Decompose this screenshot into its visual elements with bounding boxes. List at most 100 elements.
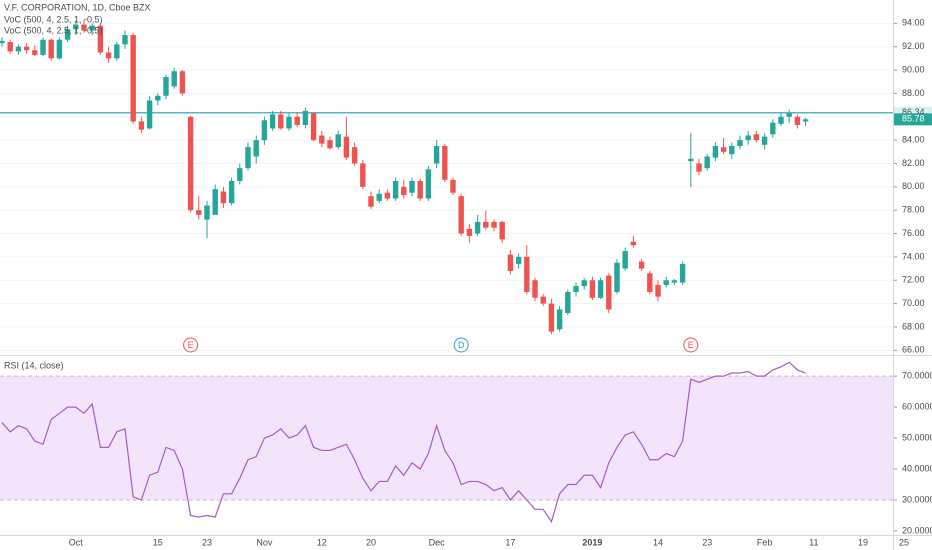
y-tick-label: 40.0000 <box>902 463 932 473</box>
candle-body <box>401 186 407 196</box>
candle-body <box>417 181 423 199</box>
chart-title: V.F. CORPORATION, 1D, Cboe BZX <box>4 2 151 12</box>
candle-body <box>56 39 63 59</box>
candle-body <box>15 46 22 52</box>
candle-body <box>688 158 694 162</box>
candle-body <box>228 181 235 204</box>
candle-body <box>220 191 227 204</box>
candle-body <box>663 280 669 285</box>
candle-body <box>105 52 112 59</box>
candle-body <box>138 121 145 130</box>
rsi-band <box>0 376 893 501</box>
candle-body <box>524 256 530 292</box>
candle-body <box>630 241 637 246</box>
candle-body <box>81 24 87 31</box>
candle-body <box>712 145 719 158</box>
price-tag-label: 85.78 <box>902 114 925 124</box>
candle-body <box>647 273 653 292</box>
price-tag-label: 86.34 <box>902 107 925 117</box>
y-tick-label: 60.0000 <box>902 401 932 411</box>
candle-body <box>245 147 251 169</box>
candle-body <box>638 261 645 269</box>
event-label: D <box>458 340 465 350</box>
candle-body <box>360 163 366 187</box>
candle-body <box>171 71 177 87</box>
candle-body <box>319 135 325 144</box>
candle-body <box>294 116 300 125</box>
candle-body <box>589 280 596 298</box>
candle-body <box>23 46 30 51</box>
candle-body <box>433 145 440 164</box>
event-marker <box>183 337 199 353</box>
candle-body <box>540 296 546 304</box>
candle-body <box>7 42 13 52</box>
candle-body <box>155 95 161 101</box>
x-tick-label: 17 <box>505 537 515 547</box>
candle-body <box>606 275 612 310</box>
candle-body <box>474 221 481 234</box>
candle-body <box>532 280 538 298</box>
candle-body <box>622 251 628 269</box>
candle-body <box>310 113 317 141</box>
candle-body <box>97 25 104 53</box>
candle-body <box>48 39 54 59</box>
y-tick-label: 82.00 <box>902 158 925 168</box>
event-marker <box>683 337 699 353</box>
y-tick-label: 66.00 <box>902 345 925 355</box>
candle-body <box>556 309 563 330</box>
candle-body <box>483 221 489 228</box>
candle-body <box>499 221 505 240</box>
x-tick-label: 14 <box>653 537 663 547</box>
candle-body <box>515 256 522 264</box>
candle-body <box>89 25 95 31</box>
candle-body <box>32 50 38 55</box>
candle-body <box>384 192 391 199</box>
candle-body <box>40 39 46 55</box>
candle-body <box>548 303 555 332</box>
candle-body <box>73 24 79 30</box>
candle-body <box>302 110 309 125</box>
candle-body <box>409 181 415 193</box>
candle-body <box>581 280 587 287</box>
rsi-title: RSI (14, close) <box>4 360 64 370</box>
x-tick-label: 2019 <box>582 537 602 547</box>
candle-body <box>253 140 259 157</box>
candle-body <box>335 134 341 148</box>
y-tick-label: 50.0000 <box>902 432 932 442</box>
x-tick-label: Oct <box>69 537 84 547</box>
candle-body <box>146 100 153 129</box>
x-tick-label: Feb <box>757 537 773 547</box>
y-tick-label: 30.0000 <box>902 494 932 504</box>
candle-body <box>343 136 350 158</box>
candle-body <box>278 114 284 129</box>
candle-body <box>737 140 743 146</box>
candle-body <box>507 254 514 271</box>
candle-body <box>466 228 473 236</box>
y-tick-label: 80.00 <box>902 181 925 191</box>
y-tick-label: 70.0000 <box>902 371 932 381</box>
candle-body <box>114 44 120 59</box>
candle-body <box>778 116 784 124</box>
x-tick-label: Nov <box>256 537 273 547</box>
event-label: E <box>188 340 194 350</box>
y-tick-label: 78.00 <box>902 205 925 215</box>
x-tick-label: 20 <box>366 537 376 547</box>
candle-body <box>64 29 71 40</box>
rsi-line <box>1 361 806 524</box>
y-tick-label: 20.0000 <box>902 525 932 535</box>
x-tick-label: 23 <box>202 537 212 547</box>
candle-body <box>269 114 276 129</box>
candle-body <box>392 181 399 199</box>
candle-body <box>745 135 751 141</box>
candle-body <box>237 168 243 182</box>
candle-body <box>458 196 464 234</box>
candle-body <box>212 189 218 215</box>
y-tick-label: 72.00 <box>902 275 925 285</box>
candle-body <box>491 221 497 228</box>
y-tick-label: 88.00 <box>902 88 925 98</box>
candle-body <box>786 113 792 117</box>
candle-body <box>671 280 678 283</box>
candle-body <box>163 77 169 96</box>
candle-body <box>130 35 136 122</box>
candle-body <box>696 163 702 172</box>
